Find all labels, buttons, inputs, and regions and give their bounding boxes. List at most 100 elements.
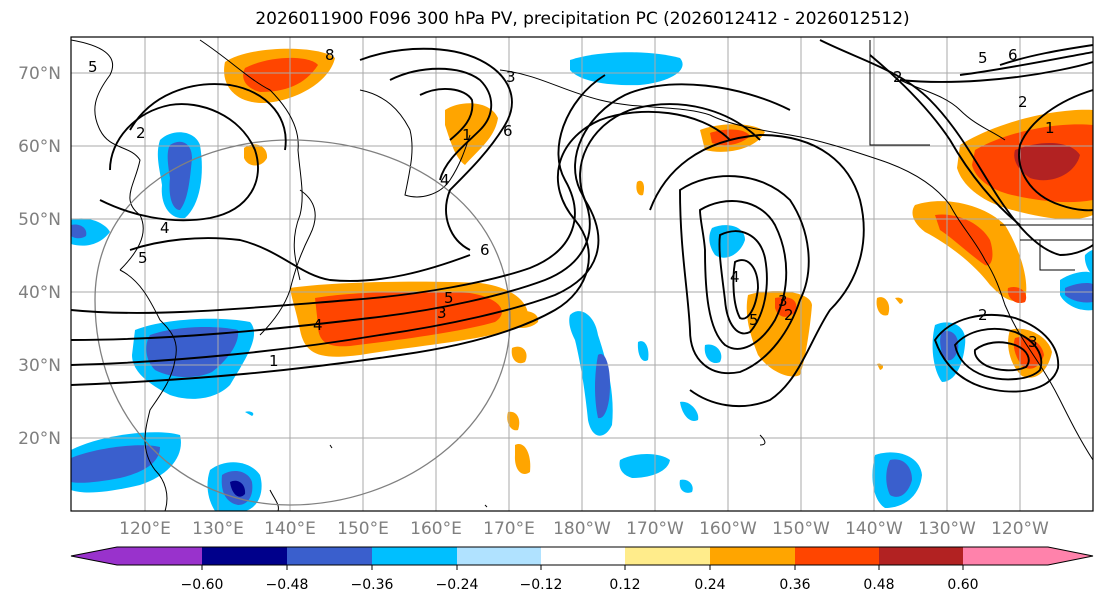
- map-frame: [70, 36, 1094, 512]
- colorbar-segment: [202, 547, 287, 565]
- lon-label: 120°E: [119, 519, 171, 539]
- colorbar-tick-label: −0.24: [436, 577, 479, 593]
- precip-positive-region: [445, 103, 498, 165]
- precip-negative-region: [1084, 250, 1093, 275]
- colorbar-tick-label: −0.36: [351, 577, 394, 593]
- lon-label: 150°E: [337, 519, 389, 539]
- precip-negative-region: [704, 344, 722, 364]
- colorbar-segment: [625, 547, 710, 565]
- pv-contour-label: 8: [325, 46, 335, 64]
- lon-label: 150°W: [772, 519, 830, 539]
- pv-contour-label: 1: [1045, 119, 1055, 137]
- precipitation-fields: [71, 48, 1093, 511]
- colorbar-segment: [287, 547, 372, 565]
- colorbar-under-extension: [71, 547, 117, 565]
- precip-negative-region: [595, 354, 610, 419]
- precip-positive-region: [935, 214, 993, 266]
- precip-positive-region: [1007, 286, 1027, 304]
- precip-positive-region: [895, 297, 903, 304]
- precip-negative-region: [619, 454, 670, 478]
- pv-contour-label: 2: [136, 124, 146, 142]
- colorbar-segment: [541, 547, 625, 565]
- colorbar-tick-label: 0.24: [694, 577, 725, 593]
- precip-negative-region: [679, 479, 693, 493]
- precip-positive-region: [1014, 143, 1080, 181]
- colorbar: −0.60 −0.48 −0.36 −0.24 −0.12 0.12 0.24 …: [70, 546, 1094, 593]
- coastlines: [71, 39, 1093, 511]
- colorbar-tick-label: −0.12: [520, 577, 563, 593]
- colorbar-tick-label: 0.48: [863, 577, 894, 593]
- lat-label-50n: 50°N: [18, 210, 61, 230]
- precip-negative-region: [71, 218, 110, 246]
- precip-positive-region: [243, 57, 318, 92]
- colorbar-segment: [457, 547, 541, 565]
- precip-negative-region: [940, 330, 959, 361]
- precip-negative-region: [1065, 283, 1093, 303]
- precip-negative-region: [637, 341, 649, 361]
- lon-label: 140°W: [845, 519, 903, 539]
- lat-label-40n: 40°N: [18, 283, 61, 303]
- lon-label: 140°E: [264, 519, 316, 539]
- lon-label: 130°W: [918, 519, 976, 539]
- precip-positive-region: [710, 129, 750, 146]
- longitude-labels: 120°E 130°E 140°E 150°E 160°E 170°E 180°…: [119, 519, 1049, 539]
- colorbar-segment: [372, 547, 457, 565]
- precip-positive-region: [775, 297, 797, 317]
- precip-negative-region: [71, 224, 87, 239]
- pv-contour-label: 4: [440, 171, 450, 189]
- precip-negative-region: [570, 52, 683, 86]
- pv-contour-label: 5: [444, 289, 454, 307]
- precip-positive-region: [1013, 336, 1044, 369]
- lon-label: 120°W: [991, 519, 1049, 539]
- lon-label: 180°W: [553, 519, 611, 539]
- colorbar-segment: [879, 547, 963, 565]
- lon-label: 160°W: [699, 519, 757, 539]
- precip-negative-region: [245, 411, 254, 416]
- precip-negative-region: [167, 141, 192, 210]
- lat-label-70n: 70°N: [18, 64, 61, 84]
- pv-contour-label: 2: [1018, 93, 1028, 111]
- pv-contour-label: 4: [160, 219, 170, 237]
- colorbar-tick-label: −0.60: [181, 577, 224, 593]
- colorbar-tick-label: −0.48: [266, 577, 309, 593]
- pv-contour-label: 4: [730, 268, 740, 286]
- precip-negative-region: [709, 225, 745, 258]
- pv-contour-labels: 5 2 4 5 8 3 1 4 6 5 3 1 6 4 2 5 2 2 1 6 …: [88, 46, 1055, 370]
- lon-label: 170°W: [626, 519, 684, 539]
- pv-contour-label: 3: [437, 304, 447, 322]
- colorbar-outline: [70, 546, 1094, 566]
- pv-contour-label: 3: [778, 292, 788, 310]
- lon-label: 130°E: [192, 519, 244, 539]
- pv-contour-label: 3: [506, 68, 516, 86]
- pv-contour-label: 1: [269, 352, 279, 370]
- colorbar-segment: [963, 547, 1048, 565]
- range-ring: [94, 139, 511, 506]
- colorbar-segment: [795, 547, 879, 565]
- colorbar-tick-label: 0.12: [609, 577, 640, 593]
- lon-label: 160°E: [410, 519, 462, 539]
- precip-negative-region: [71, 445, 160, 483]
- figure-title: 2026011900 F096 300 hPa PV, precipitatio…: [255, 9, 910, 29]
- pv-contour-label: 5: [978, 49, 988, 67]
- precip-positive-region: [876, 297, 890, 316]
- precip-positive-region: [511, 346, 527, 364]
- pv-contour-label: 2: [978, 306, 988, 324]
- pv-contour-label: 2: [784, 306, 794, 324]
- colorbar-tick-label: 0.36: [779, 577, 810, 593]
- pv-contour-label: 5: [749, 311, 759, 329]
- pv-contour-label: 6: [480, 241, 490, 259]
- pv-contour-label: 6: [503, 122, 513, 140]
- precip-positive-region: [636, 180, 645, 196]
- pv-contour-label: 1: [462, 126, 472, 144]
- lat-label-60n: 60°N: [18, 137, 61, 157]
- pv-contour-label: 2: [893, 68, 903, 86]
- precip-negative-region: [230, 480, 246, 497]
- colorbar-segment: [710, 547, 795, 565]
- colorbar-over-extension: [1048, 547, 1093, 565]
- pv-contour-label: 6: [1008, 46, 1018, 64]
- precip-positive-region: [507, 411, 520, 431]
- precip-positive-region: [514, 444, 531, 475]
- pv-contour-label: 3: [1028, 333, 1038, 351]
- lat-label-20n: 20°N: [18, 429, 61, 449]
